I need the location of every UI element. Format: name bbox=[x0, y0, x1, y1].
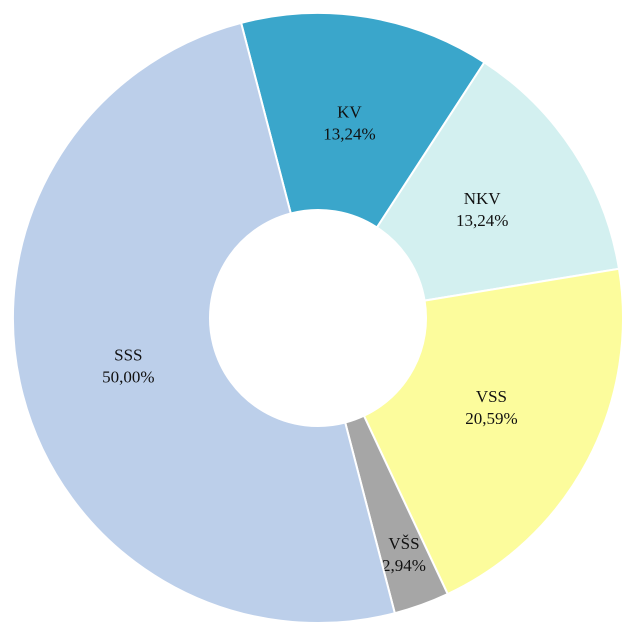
slice-value: 50,00% bbox=[102, 367, 154, 386]
slice bbox=[12, 21, 397, 624]
slice bbox=[362, 267, 624, 596]
slice bbox=[375, 60, 621, 302]
slice-value: 20,59% bbox=[465, 409, 517, 428]
slice-value: 13,24% bbox=[456, 211, 508, 230]
slice-label: VŠS bbox=[388, 534, 419, 553]
slice bbox=[239, 12, 486, 229]
slice-value: 13,24% bbox=[323, 124, 375, 143]
slice-label: KV bbox=[337, 102, 362, 121]
slice-value: 2,94% bbox=[382, 556, 426, 575]
slice-label: SSS bbox=[114, 345, 142, 364]
slice-label: NKV bbox=[464, 189, 502, 208]
slice-label: VSS bbox=[476, 387, 507, 406]
